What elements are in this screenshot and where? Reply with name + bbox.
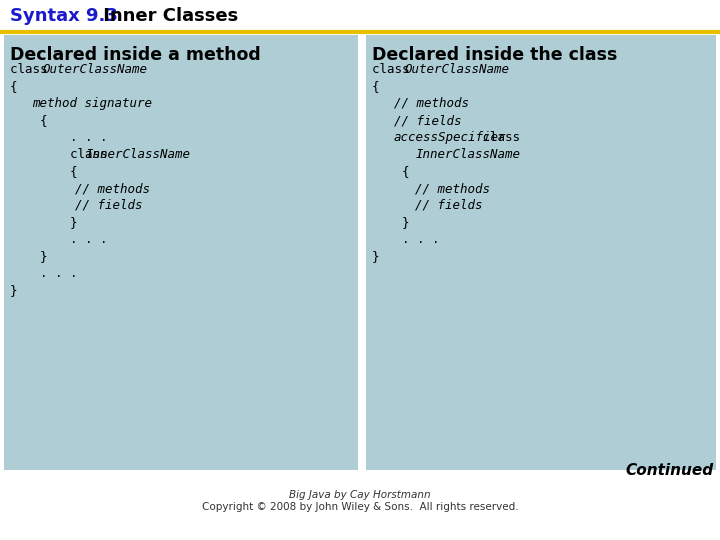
Text: // fields: // fields bbox=[415, 199, 483, 212]
Text: Inner Classes: Inner Classes bbox=[97, 7, 238, 25]
Text: OuterClassName: OuterClassName bbox=[42, 63, 148, 76]
Text: Syntax 9.3: Syntax 9.3 bbox=[10, 7, 118, 25]
Text: Declared inside a method: Declared inside a method bbox=[10, 46, 261, 64]
Text: . . .: . . . bbox=[10, 233, 107, 246]
Text: class: class bbox=[372, 63, 417, 76]
Text: // fields: // fields bbox=[394, 114, 461, 127]
Text: }: } bbox=[10, 216, 78, 229]
Text: {: { bbox=[10, 165, 78, 178]
Text: {: { bbox=[372, 165, 410, 178]
Text: InnerClassName: InnerClassName bbox=[415, 148, 521, 161]
Text: method signature: method signature bbox=[32, 97, 152, 110]
Text: Copyright © 2008 by John Wiley & Sons.  All rights reserved.: Copyright © 2008 by John Wiley & Sons. A… bbox=[202, 502, 518, 512]
Text: accessSpecifier: accessSpecifier bbox=[394, 131, 506, 144]
Text: {: { bbox=[10, 114, 48, 127]
Text: }: } bbox=[10, 250, 48, 263]
Text: // methods: // methods bbox=[394, 97, 469, 110]
Text: }: } bbox=[10, 284, 17, 297]
Text: }: } bbox=[372, 216, 410, 229]
Bar bbox=[4, 35, 358, 470]
Text: Big Java by Cay Horstmann: Big Java by Cay Horstmann bbox=[289, 490, 431, 500]
Text: // fields: // fields bbox=[75, 199, 143, 212]
Text: . . .: . . . bbox=[10, 267, 78, 280]
Text: class: class bbox=[10, 148, 115, 161]
Text: Continued: Continued bbox=[626, 463, 714, 478]
Text: InnerClassName: InnerClassName bbox=[86, 148, 191, 161]
Text: OuterClassName: OuterClassName bbox=[405, 63, 510, 76]
Text: class: class bbox=[474, 131, 520, 144]
Text: . . .: . . . bbox=[10, 131, 107, 144]
Bar bbox=[0, 0, 720, 30]
Text: }: } bbox=[372, 250, 379, 263]
Bar bbox=[366, 35, 716, 470]
Text: {: { bbox=[10, 80, 17, 93]
Text: // methods: // methods bbox=[415, 182, 490, 195]
Text: {: { bbox=[372, 80, 379, 93]
Text: // methods: // methods bbox=[75, 182, 150, 195]
Text: . . .: . . . bbox=[372, 233, 439, 246]
Text: Declared inside the class: Declared inside the class bbox=[372, 46, 617, 64]
Text: class: class bbox=[10, 63, 55, 76]
